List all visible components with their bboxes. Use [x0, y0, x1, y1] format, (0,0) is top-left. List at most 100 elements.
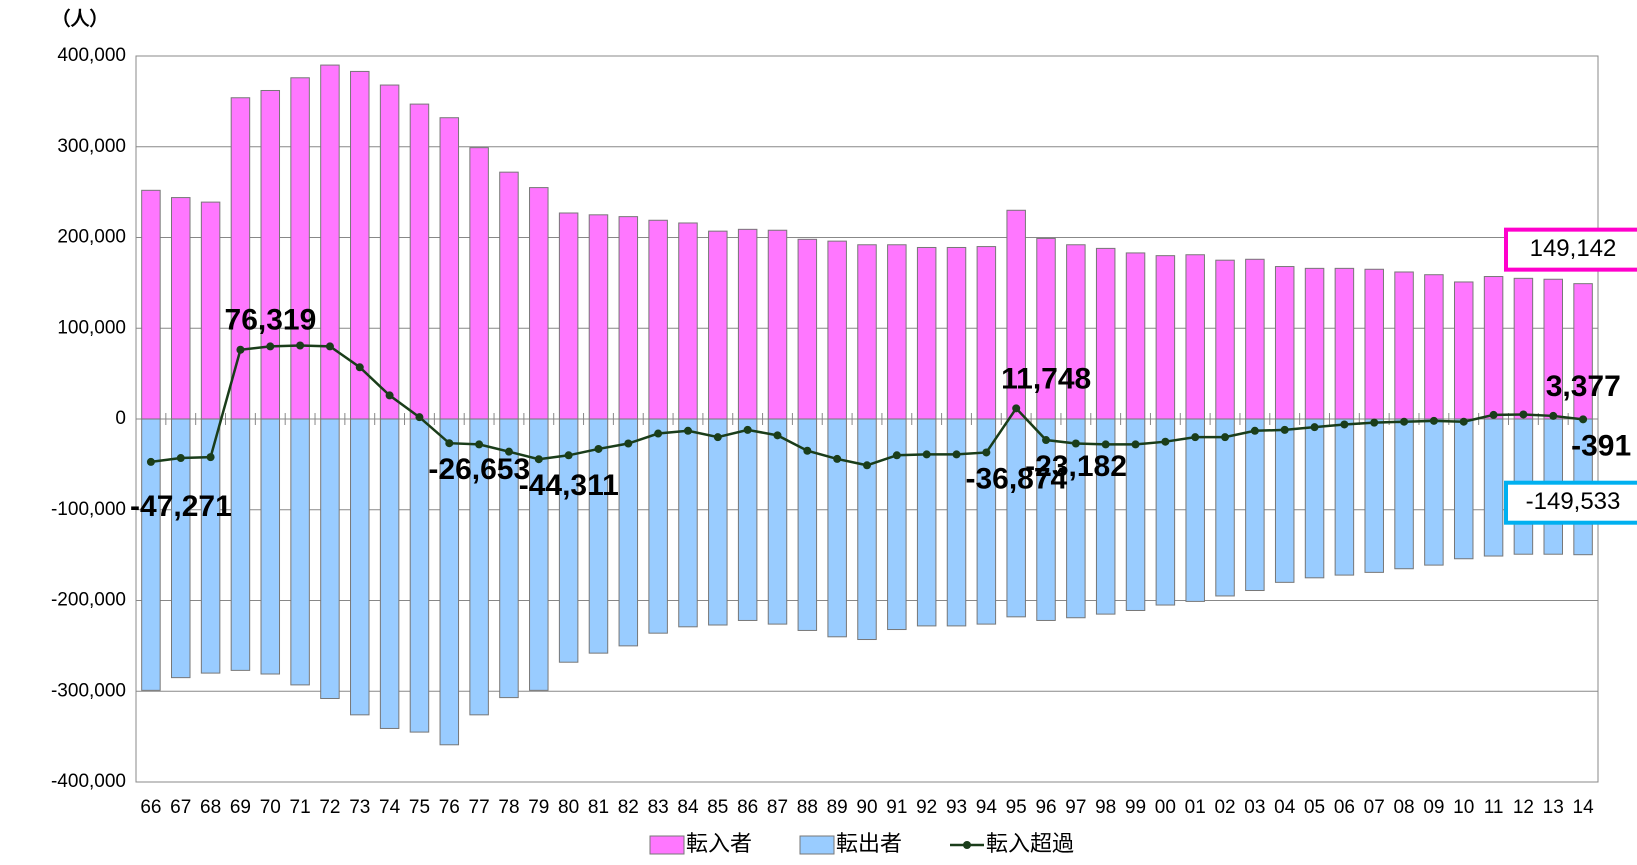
legend-swatch — [799, 835, 835, 855]
bar — [171, 197, 191, 420]
bar — [499, 171, 519, 420]
line-point — [1012, 404, 1021, 413]
bar — [1155, 255, 1176, 420]
value-label-box — [1504, 480, 1637, 525]
x-tick-label: 07 — [1364, 797, 1385, 818]
x-tick-label: 91 — [886, 797, 907, 818]
x-tick-label: 68 — [200, 797, 221, 818]
line-point — [504, 447, 513, 456]
bar — [946, 246, 967, 420]
bar — [976, 418, 997, 625]
bar — [708, 418, 728, 626]
line-point — [1340, 420, 1349, 429]
bar — [648, 418, 668, 634]
line-point — [1221, 433, 1230, 442]
value-label: -26,653 — [428, 453, 530, 486]
bar — [737, 228, 758, 420]
bar — [290, 418, 310, 686]
line-point — [355, 363, 364, 372]
x-tick-label: 71 — [290, 797, 311, 818]
value-label: -391 — [1571, 429, 1631, 462]
y-tick-label: -100,000 — [51, 499, 126, 520]
bar — [1304, 267, 1325, 420]
bar — [857, 418, 877, 641]
line-point — [1579, 415, 1588, 424]
x-tick-label: 86 — [737, 797, 758, 818]
bar — [200, 418, 221, 674]
x-tick-label: 80 — [558, 797, 579, 818]
bar — [409, 418, 430, 733]
x-tick-label: 98 — [1095, 797, 1116, 818]
bar — [1274, 266, 1295, 420]
bar — [1125, 418, 1146, 611]
bar — [887, 418, 907, 631]
bar — [529, 187, 549, 420]
x-tick-label: 10 — [1453, 797, 1474, 818]
value-label: 3,377 — [1546, 370, 1621, 403]
line-point — [922, 450, 931, 459]
line-point — [743, 425, 752, 434]
line-point — [683, 426, 692, 435]
line-point — [713, 433, 722, 442]
value-label: -47,271 — [130, 490, 232, 523]
bar — [1424, 274, 1444, 420]
x-tick-label: 69 — [230, 797, 251, 818]
bar — [827, 418, 847, 638]
bar — [1394, 418, 1414, 570]
bar — [1453, 418, 1474, 560]
line-point — [1519, 410, 1528, 419]
bar — [618, 216, 639, 420]
x-tick-label: 14 — [1573, 797, 1595, 818]
x-tick-label: 92 — [916, 797, 937, 818]
line-point — [863, 461, 871, 470]
value-label: 11,748 — [1001, 362, 1091, 395]
value-label: 76,319 — [225, 304, 317, 337]
line-point — [594, 444, 603, 453]
bar — [887, 244, 907, 420]
bar — [1245, 418, 1265, 592]
legend-label: 転入超過 — [986, 831, 1074, 856]
bar — [618, 418, 639, 647]
bar — [708, 230, 728, 420]
bar — [678, 222, 698, 420]
bar — [1095, 418, 1116, 615]
line-point — [325, 342, 334, 351]
line-point — [475, 440, 484, 449]
bar — [469, 147, 489, 420]
bar — [439, 418, 460, 746]
x-tick-label: 87 — [767, 797, 788, 818]
line-point — [206, 453, 215, 462]
line-point — [564, 451, 573, 460]
line-point — [952, 450, 961, 459]
x-tick-label: 66 — [140, 797, 161, 818]
x-tick-label: 76 — [439, 797, 460, 818]
line-point — [445, 439, 454, 448]
bar — [648, 219, 668, 420]
bar — [976, 246, 997, 420]
line-point — [1191, 433, 1200, 442]
bar — [1424, 418, 1444, 566]
y-tick-label: 100,000 — [57, 317, 126, 338]
bar — [379, 84, 400, 420]
bar — [588, 418, 609, 654]
bar — [350, 418, 370, 716]
line-point — [1400, 417, 1409, 426]
y-axis-label: （人） — [51, 7, 108, 30]
bar — [320, 64, 340, 420]
line-point — [1459, 417, 1468, 426]
line-point — [1101, 440, 1110, 449]
line-point — [1280, 425, 1289, 434]
x-tick-label: 81 — [588, 797, 609, 818]
line-point — [892, 451, 901, 460]
x-tick-label: 12 — [1513, 797, 1534, 818]
value-label: -23,182 — [1025, 450, 1127, 483]
bar — [290, 77, 310, 420]
bar — [439, 117, 460, 420]
bar — [1036, 418, 1056, 621]
line-point — [624, 439, 633, 448]
x-tick-label: 93 — [946, 797, 967, 818]
bar — [737, 418, 758, 621]
bar — [1215, 418, 1235, 597]
x-tick-label: 06 — [1334, 797, 1355, 818]
bar — [1274, 418, 1295, 583]
